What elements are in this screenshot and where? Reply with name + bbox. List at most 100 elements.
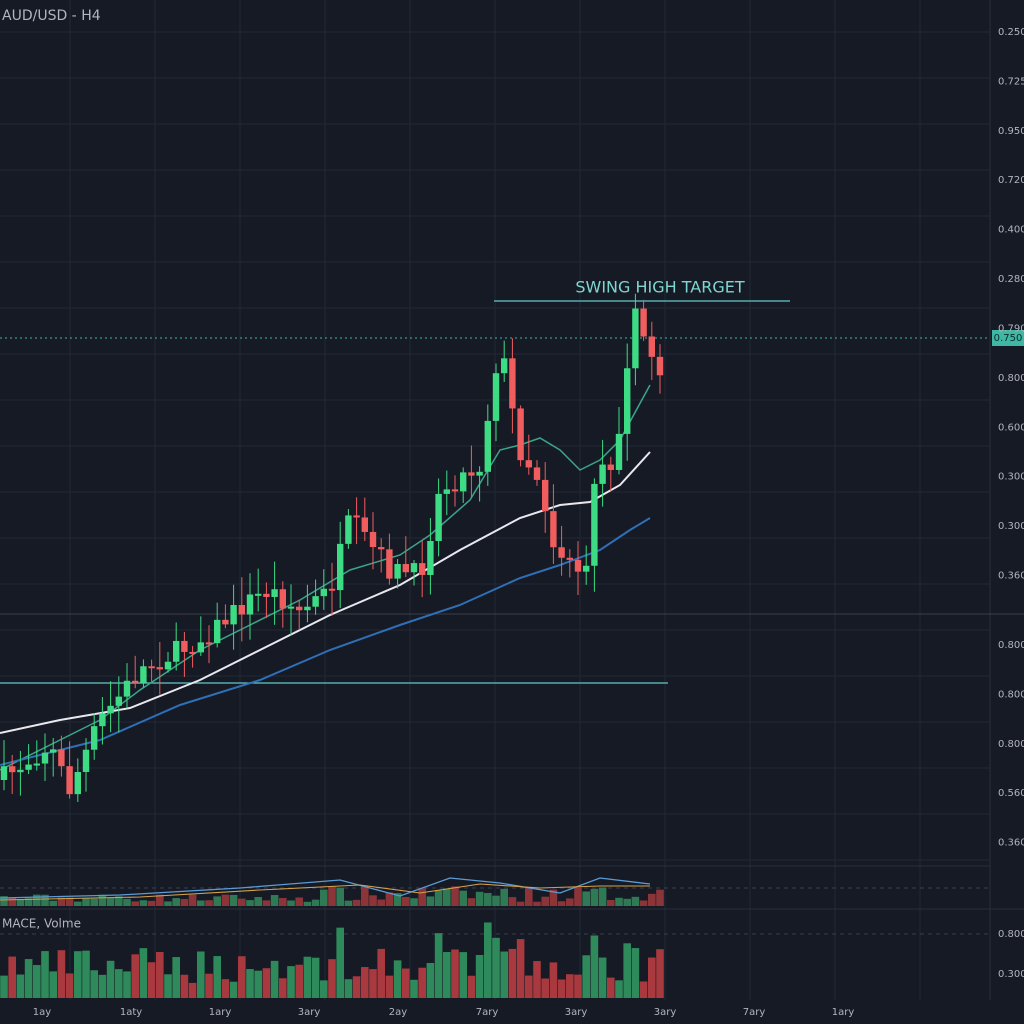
time-axis-label: 1ay — [33, 1007, 51, 1018]
candle-body — [451, 489, 459, 492]
time-axis-label: 3ary — [654, 1007, 677, 1018]
macd-bar — [451, 886, 459, 906]
macd-bar — [270, 895, 279, 906]
volume-bar — [303, 956, 312, 998]
volume-bar — [402, 968, 410, 998]
candle-body — [115, 696, 122, 706]
macd-bar — [525, 886, 533, 906]
candle-body — [58, 749, 65, 767]
candle-body — [74, 771, 81, 795]
candle-body — [304, 606, 311, 611]
volume-bar — [295, 964, 303, 998]
price-axis-label: 0.360 — [998, 838, 1024, 849]
macd-bar — [295, 897, 303, 906]
macd-bar — [459, 890, 467, 906]
macd-bar — [623, 898, 631, 906]
candle-body — [550, 511, 557, 548]
macd-bar — [590, 888, 599, 906]
candle-body — [386, 549, 393, 579]
macd-line — [0, 877, 651, 899]
candle-body — [181, 640, 188, 652]
candle-body — [648, 336, 655, 357]
candle-body — [624, 368, 631, 434]
time-axis-label: 7ary — [476, 1007, 499, 1018]
candle-body — [525, 460, 532, 468]
candle-body — [33, 763, 40, 766]
candle-body — [435, 493, 442, 541]
candle-body — [222, 619, 229, 625]
lower-axis-label: 0.300 — [998, 969, 1024, 980]
macd-bar — [508, 897, 517, 906]
volume-bar — [344, 979, 353, 998]
macd-bar — [311, 899, 320, 906]
candle-body — [501, 358, 508, 374]
candle-body — [337, 543, 344, 591]
candle-body — [230, 604, 237, 625]
volume — [0, 922, 664, 998]
volume-bar — [607, 977, 615, 998]
volume-bar — [475, 954, 484, 998]
price-axis-label: 0.950 — [998, 126, 1024, 137]
candle-body — [410, 563, 418, 573]
price-axis-label: 0.800 — [998, 640, 1024, 651]
volume-bar — [82, 950, 90, 998]
signal-line — [0, 883, 650, 901]
price-axis-label: 0.800 — [998, 739, 1024, 750]
macd-bar — [615, 897, 623, 906]
volume-bar — [639, 981, 648, 998]
candle-body — [509, 358, 516, 409]
macd-bar — [197, 900, 205, 906]
volume-bar — [328, 959, 336, 998]
volume-bar — [172, 957, 180, 998]
macd-bar — [377, 899, 385, 906]
candle-body — [599, 464, 606, 484]
volume-bar — [188, 982, 197, 998]
macd-bar — [16, 899, 25, 906]
volume-bar — [49, 971, 57, 998]
candle-body — [320, 588, 327, 597]
macd-bar — [574, 887, 582, 906]
price-axis-label: 0.600 — [998, 422, 1024, 433]
time-axis-label: 1ary — [832, 1007, 855, 1018]
volume-bar — [57, 950, 66, 998]
volume-bar — [574, 974, 582, 998]
macd-bar — [631, 896, 640, 906]
time-axis-label: 7ary — [743, 1007, 766, 1018]
time-axis-label: 1aty — [120, 1007, 142, 1018]
macd-bar — [393, 893, 402, 906]
macd-bar — [123, 898, 131, 906]
price-axis-label: 0.300 — [998, 472, 1024, 483]
volume-bar — [582, 955, 590, 998]
candle-body — [107, 705, 114, 714]
macd-bar — [582, 891, 590, 906]
candle-body — [394, 564, 401, 579]
candle-body — [214, 619, 221, 644]
macd-bar — [303, 901, 312, 906]
macd-bar — [115, 896, 123, 906]
lower-axis-label: 0.800 — [998, 929, 1024, 940]
volume-bar — [623, 943, 631, 998]
price-axis-label: 0.300 — [998, 521, 1024, 532]
candle-body — [591, 483, 598, 566]
volume-bar — [90, 970, 98, 998]
candle-body — [361, 517, 368, 532]
volume-bar — [336, 927, 344, 998]
volume-bar — [631, 948, 640, 998]
macd-bar — [516, 901, 525, 906]
volume-bar — [648, 957, 656, 998]
macd-bar — [418, 888, 426, 906]
macd-bar — [648, 893, 656, 906]
macd-bar — [205, 900, 213, 906]
candle-body — [25, 764, 32, 770]
volume-bar — [287, 966, 295, 998]
candle-body — [353, 515, 360, 518]
volume-bar — [213, 956, 221, 998]
volume-bar — [426, 962, 435, 998]
candle-body — [287, 606, 295, 609]
macd-bar — [156, 894, 164, 906]
volume-bar — [410, 979, 418, 998]
macd-bar — [49, 900, 57, 906]
macd-bar — [65, 897, 74, 906]
macd-bar — [164, 901, 172, 906]
